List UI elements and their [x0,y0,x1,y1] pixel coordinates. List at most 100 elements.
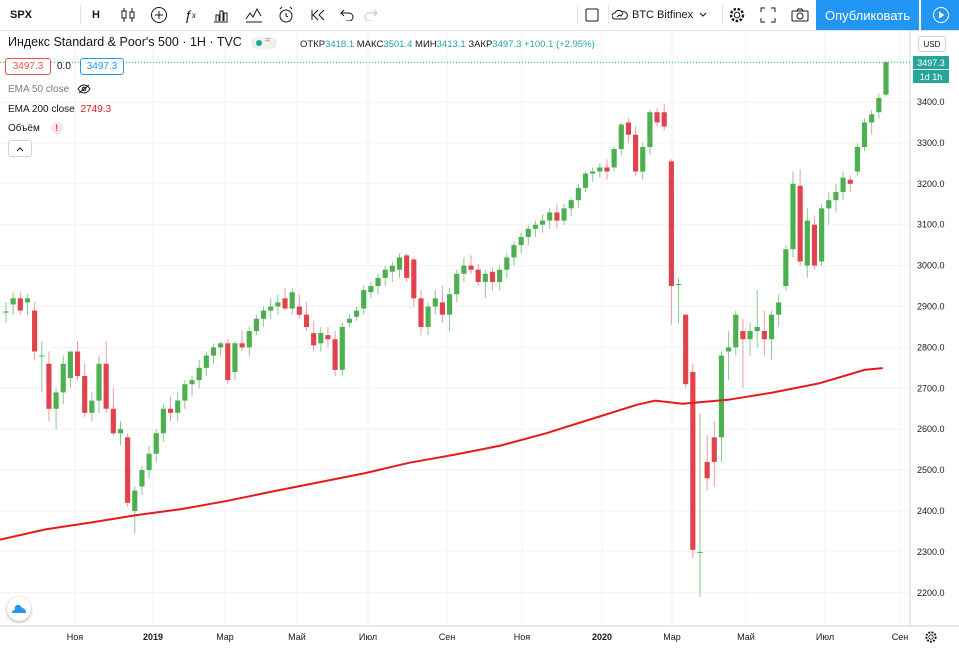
candle-body [246,331,252,348]
candle-body [489,271,496,282]
chevron-up-icon [16,146,24,151]
high-value: 3501.4 [383,39,413,50]
candle-body [540,220,546,225]
tradingview-logo[interactable] [7,597,31,621]
candle-body [668,161,674,287]
candle-body [239,343,245,348]
fullscreen-icon[interactable] [755,0,781,30]
candle-body [24,298,31,303]
candle-body [711,437,717,462]
candles-icon[interactable] [114,0,142,30]
redo-icon[interactable] [358,0,384,30]
currency-label[interactable]: USD [918,36,946,52]
symbol-title[interactable]: Индекс Standard & Poor's 500 · 1H · TVC [8,35,242,49]
candle-body [475,269,481,282]
time-tick-label: Ноя [514,632,531,642]
candle-body [504,257,510,270]
candle-body [554,212,560,221]
add-indicator-icon[interactable] [145,0,173,30]
candle-body [353,310,360,317]
candle-body [661,112,667,127]
candle-body [53,392,59,409]
candle-body [833,191,839,201]
candle-body [296,306,302,315]
candle-body [461,265,467,274]
axis-settings-icon[interactable] [920,627,942,647]
candle-body [146,453,152,471]
interval-button[interactable]: H [92,9,100,21]
candle-body [697,551,703,553]
layout-icon[interactable] [580,0,604,30]
candle-body [382,269,388,278]
ema200-value: 2749.3 [80,104,112,115]
sell-price-button[interactable]: 3497.3 [5,58,51,75]
candle-body [690,371,696,550]
candle-body [754,326,760,332]
eye-hidden-icon[interactable] [77,84,91,94]
compare-icon[interactable] [240,0,268,30]
camera-icon[interactable] [787,0,813,30]
candle-body [17,298,23,311]
candle-body [268,306,274,311]
price-chart[interactable]: 3400.0 3300.0 3200.0 3100.0 3000.0 2900.0 2800… [0,30,959,648]
close-label: ЗАКР [468,39,493,50]
settings-icon[interactable] [724,0,750,30]
candle-body [10,298,16,305]
candle-body [840,177,846,192]
candle-body [582,173,589,188]
collapse-legend-button[interactable] [8,140,32,157]
candle-body [811,224,818,266]
candle-body [447,294,453,315]
candle-body [361,290,367,309]
price-tick-label: 2800.0 [917,342,945,352]
candle-body [497,269,503,282]
price-tick-label: 3100.0 [917,220,945,230]
candle-body [3,311,9,313]
bar-chart-icon[interactable] [207,0,235,30]
candle-body [218,343,224,348]
toolbar-divider [722,5,723,25]
alert-icon[interactable] [272,0,300,30]
symbol-search[interactable]: SPX [9,9,32,21]
ohlc-values: ОТКР3418.1 МАКС3501.4 МИН3413.1 ЗАКР3497… [300,39,595,50]
candle-body [253,318,259,332]
volume-label: Объём [8,123,40,134]
volume-indicator[interactable]: Объём ! [8,122,63,134]
candle-body [311,333,317,346]
time-tick-label: Май [737,632,755,642]
candle-body [675,284,682,286]
candle-body [167,408,174,413]
exchange-selector[interactable]: BTC Bitfinex [612,0,720,30]
candle-body [325,335,331,340]
candle-body [640,146,646,172]
buy-price-button[interactable]: 3497.3 [80,58,124,75]
chart-legend: Индекс Standard & Poor's 500 · 1H · TVC … [8,35,278,49]
last-price-tag: 3497.3 [913,56,949,70]
publish-button[interactable]: Опубликовать [816,0,919,30]
volume-warning-icon[interactable]: ! [50,122,63,134]
candle-body [103,363,109,409]
undo-icon[interactable] [334,0,360,30]
candle-body [117,429,124,434]
price-tick-label: 2900.0 [917,302,945,312]
ema200-indicator[interactable]: EMA 200 close 2749.3 [8,104,111,115]
candle-body [575,187,581,201]
low-value: 3413.1 [436,39,466,50]
candle-body [869,114,875,123]
price-axis-ticks: 3400.0 3300.0 3200.0 3100.0 3000.0 2900.0 2800… [917,97,945,598]
time-tick-label: Май [288,632,306,642]
candle-body [797,185,803,262]
candle-body [375,277,381,287]
change-value: +100.1 (+2.95%) [524,39,595,50]
time-tick-label: 2019 [143,632,163,642]
time-tick-label: Мар [216,632,234,642]
ema50-indicator[interactable]: EMA 50 close [8,84,91,95]
candle-body [804,220,810,266]
candle-body [704,461,710,479]
spread-value: 0.0 [57,61,71,72]
replay-icon[interactable] [304,0,332,30]
exchange-label: BTC Bitfinex [632,9,694,21]
candle-body [425,306,431,327]
play-icon[interactable] [920,0,959,30]
